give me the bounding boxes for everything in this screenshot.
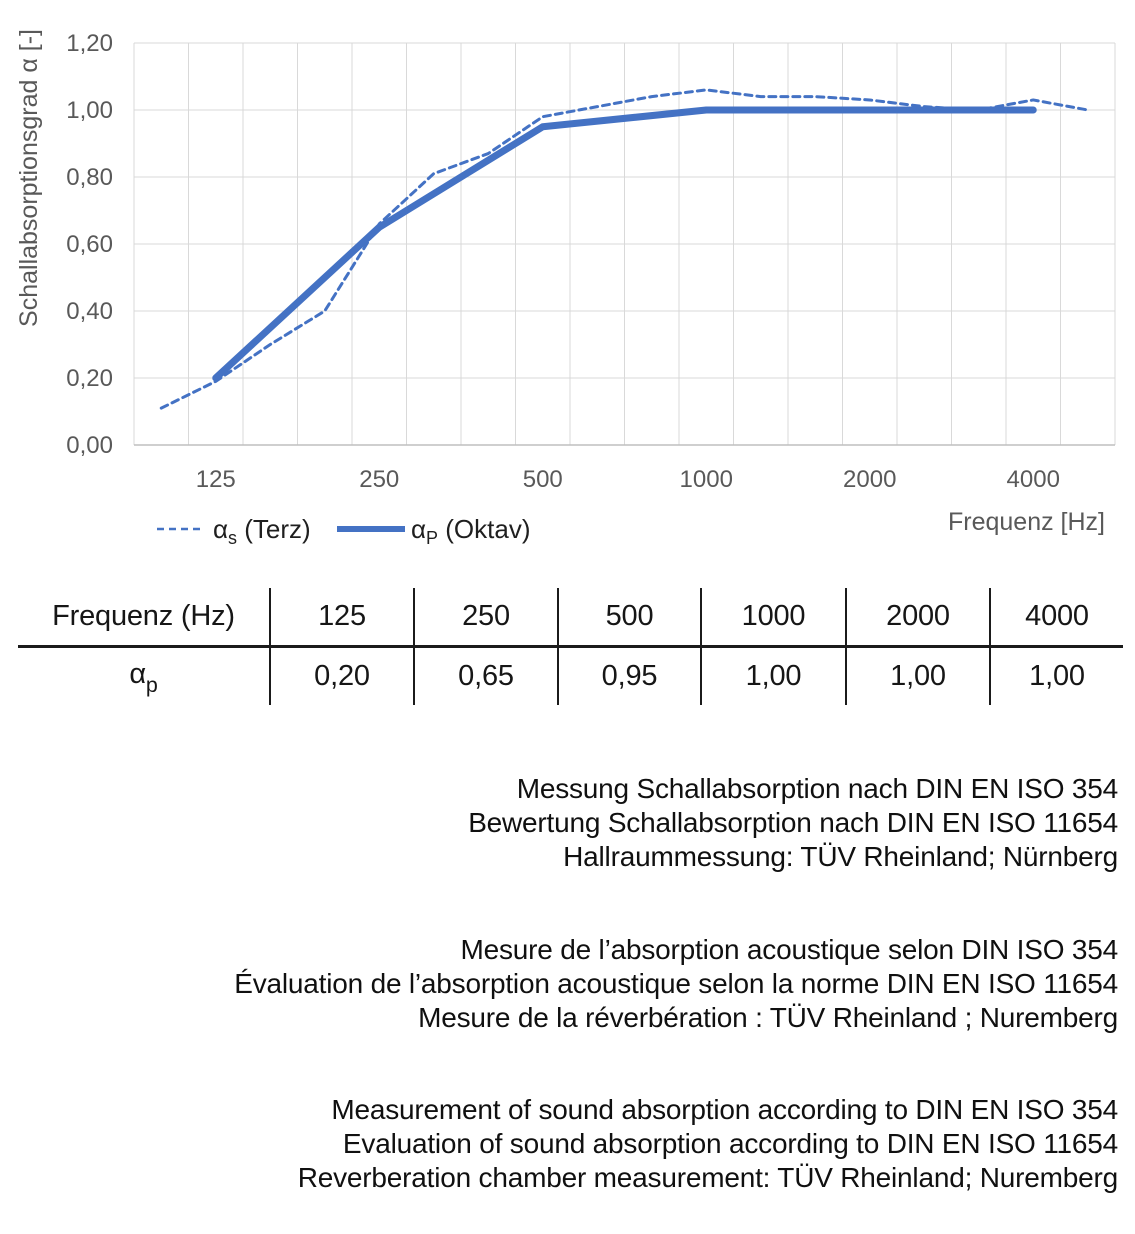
alpha-symbol: α [129,657,146,690]
x-tick-label: 250 [359,466,399,493]
y-tick-label: 0,00 [66,432,113,459]
x-tick-label: 4000 [1007,466,1060,493]
table-value-4000: 1,00 [989,646,1123,705]
y-tick-label: 1,20 [66,30,113,57]
x-tick-label: 125 [196,466,236,493]
table-header-row: Frequenz (Hz) 125 250 500 1000 2000 4000 [18,588,1123,648]
table-value-2000: 1,00 [845,646,990,705]
table-header-1000: 1000 [700,588,846,648]
legend-label-alpha-p-oktav: αP (Oktav) [411,514,531,548]
notes-german: Messung Schallabsorption nach DIN EN ISO… [18,772,1118,874]
notes-english: Measurement of sound absorption accordin… [18,1093,1119,1195]
table-value-250: 0,65 [413,646,558,705]
y-tick-label: 0,60 [66,231,113,258]
note-de-line1: Messung Schallabsorption nach DIN EN ISO… [516,773,1118,804]
x-axis-title: Frequenz [Hz] [948,508,1105,536]
x-tick-label: 500 [523,466,563,493]
y-tick-label: 1,00 [66,97,113,124]
x-tick-label: 2000 [843,466,896,493]
note-en-line1: Measurement of sound absorption accordin… [331,1094,1118,1125]
x-tick-label: 1000 [680,466,733,493]
note-en-line3: Reverberation chamber measurement: TÜV R… [297,1162,1119,1193]
note-de-line2: Bewertung Schallabsorption nach DIN EN I… [468,807,1118,838]
alpha-subscript: p [145,672,158,697]
note-de-line3: Hallraummessung: TÜV Rheinland; Nürnberg [563,841,1118,872]
table-header-500: 500 [557,588,701,648]
table-header-frequenz: Frequenz (Hz) [18,588,270,648]
note-fr-line3: Mesure de la réverbération : TÜV Rheinla… [418,1002,1118,1033]
table-header-2000: 2000 [845,588,990,648]
series-line-alpha-s-terz [159,88,1090,410]
legend-label-alpha-s-terz: αs (Terz) [213,514,311,548]
y-axis-title: Schallabsorptionsgrad α [-] [15,29,43,327]
table-value-125: 0,20 [269,646,414,705]
note-fr-line2: Évaluation de l’absorption acoustique se… [234,968,1118,999]
series-line-alpha-p-oktav [212,106,1037,382]
notes-french: Mesure de l’absorption acoustique selon … [18,933,1118,1035]
table-header-4000: 4000 [989,588,1123,648]
table-header-125: 125 [269,588,414,648]
sound-absorption-chart: 0,00 0,20 0,40 0,60 0,80 1,00 1,20 125 250 500 100… [15,29,1116,548]
y-tick-label: 0,80 [66,164,113,191]
table-header-250: 250 [413,588,558,648]
row-label-alpha-p: αp [18,647,270,706]
table-value-1000: 1,00 [700,646,846,705]
table-value-500: 0,95 [557,646,701,705]
note-en-line2: Evaluation of sound absorption according… [342,1128,1118,1159]
note-fr-line1: Mesure de l’absorption acoustique selon … [460,934,1118,965]
table-value-row: αp 0,20 0,65 0,95 1,00 1,00 1,00 [18,646,1123,706]
y-tick-label: 0,40 [66,298,113,325]
absorption-table: Frequenz (Hz) 125 250 500 1000 2000 4000… [18,588,1123,705]
y-tick-label: 0,20 [66,365,113,392]
